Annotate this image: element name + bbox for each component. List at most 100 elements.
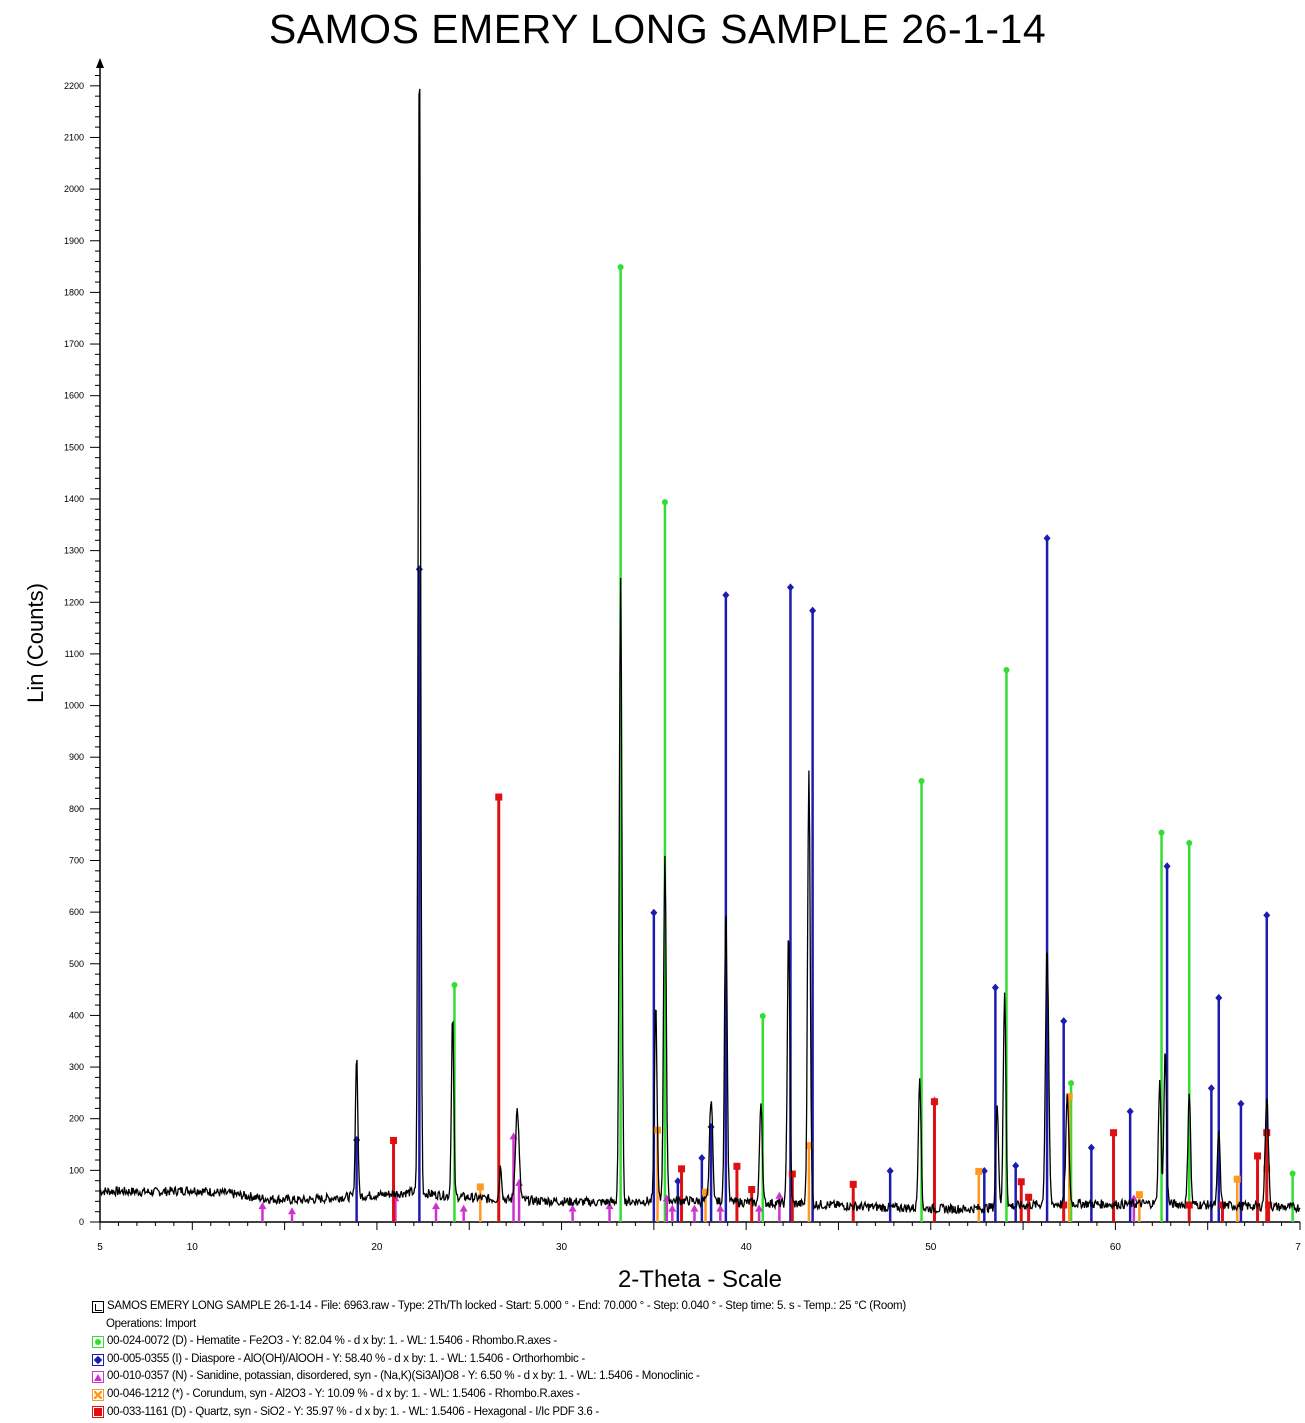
hematite-marker: [1186, 839, 1193, 846]
sanidine-marker: [515, 1178, 524, 1186]
diaspore-marker: [722, 591, 730, 600]
corundum-marker: [1233, 1175, 1241, 1183]
y-tick-label: 2200: [64, 81, 84, 91]
x-tick-label: 20: [371, 1242, 383, 1253]
sanidine-marker: [690, 1204, 699, 1212]
quartz-marker: [849, 1180, 857, 1188]
legend-entry: 00-033-1161 (D) - Quartz, syn - SiO2 - Y…: [92, 1404, 1302, 1422]
y-tick-label: 1900: [64, 236, 84, 246]
corundum-marker: [1135, 1191, 1143, 1199]
diamond-marker-icon: [92, 1353, 104, 1366]
legend-entry: SAMOS EMERY LONG SAMPLE 26-1-14 - File: …: [92, 1298, 1302, 1316]
y-tick-label: 1200: [64, 597, 84, 607]
sanidine-marker: [755, 1204, 764, 1212]
y-tick-label: 600: [69, 907, 84, 917]
quartz-marker: [390, 1136, 398, 1144]
y-axis-label: Lin (Counts): [23, 583, 48, 703]
diaspore-marker: [650, 908, 658, 917]
triangle-marker-icon: [92, 1371, 104, 1384]
x-tick-label: 10: [187, 1242, 199, 1253]
diaspore-marker: [786, 583, 794, 592]
sanidine-marker: [775, 1191, 784, 1199]
hematite-marker: [661, 499, 668, 506]
y-tick-label: 1300: [64, 546, 84, 556]
hematite-marker: [1068, 1080, 1075, 1087]
scan-line: [99, 88, 1301, 1215]
legend-entry: 00-024-0072 (D) - Hematite - Fe2O3 - Y: …: [92, 1333, 1302, 1351]
legend-text: 00-005-0355 (I) - Diaspore - AlO(OH)/AlO…: [107, 1352, 585, 1365]
corundum-marker: [805, 1142, 813, 1150]
sanidine-marker: [716, 1204, 725, 1212]
sanidine-marker: [668, 1204, 677, 1212]
diaspore-marker: [1012, 1161, 1020, 1170]
circle-marker-icon: [92, 1335, 104, 1348]
y-tick-label: 400: [69, 1010, 84, 1020]
quartz-marker: [748, 1186, 756, 1194]
y-tick-label: 1600: [64, 391, 84, 401]
y-tick-label: 1800: [64, 287, 84, 297]
sanidine-marker: [288, 1207, 296, 1215]
y-tick-label: 900: [69, 752, 84, 762]
y-tick-label: 500: [69, 959, 84, 969]
hematite-marker: [1158, 829, 1165, 836]
diaspore-marker: [980, 1166, 988, 1175]
quartz-marker: [495, 793, 503, 801]
xrd-plot: 0 100 200 300 400 500 600 700 800 900 1000 1100 1200…: [64, 58, 1301, 1253]
hematite-marker: [617, 264, 624, 271]
x-tick-label: 7: [1295, 1242, 1301, 1253]
y-tick-label: 200: [69, 1114, 84, 1124]
quartz-marker: [1263, 1129, 1271, 1137]
diaspore-marker: [1087, 1143, 1095, 1152]
diaspore-marker: [415, 565, 423, 574]
sanidine-marker: [459, 1204, 468, 1212]
diaspore-marker: [1126, 1107, 1134, 1116]
diaspore-marker: [1207, 1084, 1215, 1093]
y-tick-label: 1000: [64, 701, 84, 711]
legend-text: 00-046-1212 (*) - Corundum, syn - Al2O3 …: [107, 1387, 580, 1400]
quartz-marker: [1265, 1201, 1273, 1209]
square-marker-icon: [92, 1406, 104, 1419]
legend-entry: 00-010-0357 (N) - Sanidine, potassian, d…: [92, 1368, 1302, 1386]
scan-icon: [92, 1300, 104, 1313]
sanidine-marker: [568, 1204, 577, 1212]
hematite-marker: [759, 1013, 766, 1020]
corundum-marker: [476, 1183, 484, 1191]
diaspore-marker: [1060, 1017, 1068, 1026]
diaspore-marker: [1215, 993, 1223, 1002]
legend-entry: 00-005-0355 (I) - Diaspore - AlO(OH)/AlO…: [92, 1351, 1302, 1369]
y-tick-label: 0: [79, 1217, 84, 1227]
diaspore-marker: [1263, 911, 1271, 920]
y-tick-label: 2000: [64, 184, 84, 194]
quartz-marker: [678, 1165, 686, 1173]
hematite-marker: [451, 982, 458, 989]
quartz-marker: [1254, 1152, 1262, 1160]
quartz-marker: [733, 1162, 741, 1170]
diaspore-marker: [707, 1123, 715, 1132]
quartz-marker: [1017, 1178, 1025, 1186]
quartz-marker: [1185, 1201, 1193, 1209]
y-tick-label: 700: [69, 855, 84, 865]
corundum-marker: [702, 1188, 710, 1196]
diaspore-marker: [1163, 862, 1171, 871]
y-tick-label: 1500: [64, 442, 84, 452]
hematite-marker: [918, 778, 925, 785]
sanidine-marker: [258, 1202, 267, 1210]
cross-marker-icon: [92, 1388, 104, 1401]
y-tick-label: 300: [69, 1062, 84, 1072]
corundum-marker: [975, 1167, 983, 1175]
diaspore-marker: [991, 983, 999, 992]
y-tick-label: 100: [69, 1165, 84, 1175]
diaspore-marker: [353, 1135, 361, 1144]
y-tick-label: 1700: [64, 339, 84, 349]
quartz-marker: [1025, 1193, 1033, 1201]
y-tick-label: 1100: [65, 649, 84, 659]
quartz-marker: [1110, 1129, 1118, 1137]
legend-entry: 00-046-1212 (*) - Corundum, syn - Al2O3 …: [92, 1386, 1302, 1404]
chart-title: SAMOS EMERY LONG SAMPLE 26-1-14: [268, 6, 1047, 52]
legend-operations: Operations: Import: [106, 1317, 196, 1330]
y-tick-label: 2100: [64, 132, 84, 142]
diaspore-marker: [1237, 1099, 1245, 1108]
sanidine-marker: [432, 1202, 440, 1210]
legend-text: SAMOS EMERY LONG SAMPLE 26-1-14 - File: …: [107, 1300, 906, 1312]
diaspore-marker: [809, 606, 817, 615]
